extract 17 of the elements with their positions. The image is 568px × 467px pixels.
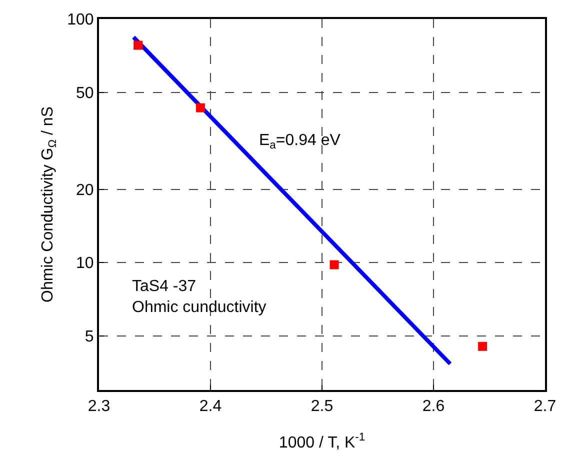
y-tick-label: 5 xyxy=(84,328,94,346)
x-axis-title: 1000 / T, K$^{-1}$ xyxy=(278,432,366,452)
x-tick-label: 2.5 xyxy=(310,398,334,416)
x-tick-label: 2.3 xyxy=(88,398,110,416)
annotation: TaS4 -37 Ohmic cunductivity xyxy=(132,278,266,316)
y-tick-label: 10 xyxy=(76,255,94,272)
x-tick-label: 2.7 xyxy=(534,398,556,416)
y-tick-label: 20 xyxy=(76,182,94,199)
y-tick-label: 100 xyxy=(67,12,94,29)
point xyxy=(478,342,488,351)
point xyxy=(134,40,143,50)
x-tick-label: 2.4 xyxy=(199,398,222,416)
point xyxy=(330,260,339,270)
x-tick-label: 2.6 xyxy=(422,398,445,416)
annotation: E$_{a}$=0.94 eV xyxy=(259,132,341,152)
point xyxy=(196,103,205,112)
y-tick-label: 50 xyxy=(76,84,94,102)
